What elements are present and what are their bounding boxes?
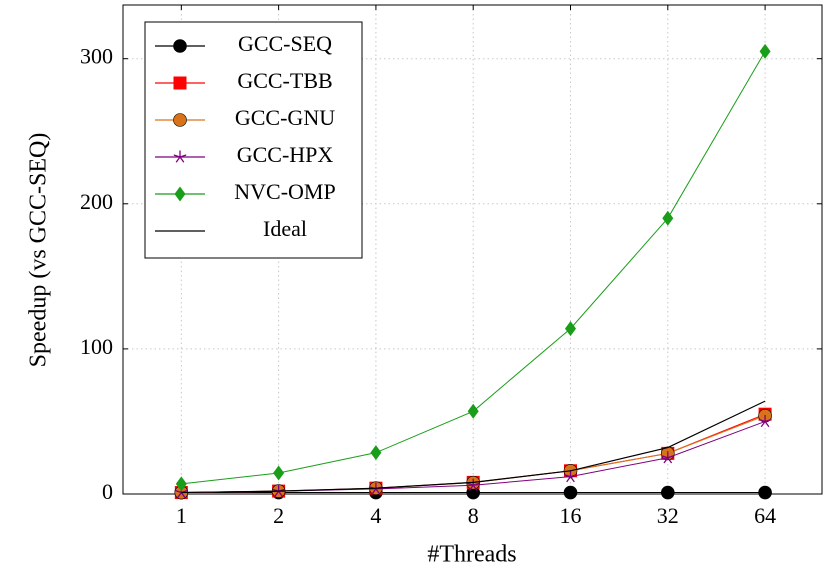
x-tick-label: 2 — [273, 503, 284, 528]
marker — [564, 321, 576, 337]
x-tick-label: 1 — [176, 503, 187, 528]
legend-box — [144, 21, 363, 259]
legend-label: Ideal — [263, 216, 307, 241]
marker — [273, 465, 285, 481]
marker — [175, 476, 187, 492]
marker — [662, 210, 674, 226]
marker — [173, 39, 187, 53]
x-tick-label: 32 — [657, 503, 679, 528]
y-axis-title: Speedup (vs GCC-SEQ) — [26, 133, 52, 368]
legend-label: GCC-HPX — [237, 142, 334, 167]
marker — [467, 403, 479, 419]
y-tick-label: 300 — [80, 44, 113, 69]
legend-label: NVC-OMP — [234, 179, 335, 204]
marker — [173, 76, 187, 90]
x-tick-label: 64 — [754, 503, 776, 528]
marker — [173, 113, 187, 127]
y-tick-label: 200 — [80, 189, 113, 214]
y-tick-label: 100 — [80, 334, 113, 359]
marker — [370, 445, 382, 461]
marker — [564, 470, 577, 483]
marker — [759, 43, 771, 59]
x-tick-label: 8 — [468, 503, 479, 528]
x-axis-title: #Threads — [427, 542, 516, 568]
marker — [174, 186, 186, 202]
y-tick-label: 0 — [102, 479, 113, 504]
legend-label: GCC-TBB — [237, 68, 332, 93]
marker — [661, 451, 675, 464]
legend-label: GCC-SEQ — [238, 31, 332, 56]
marker — [563, 485, 578, 500]
series-line — [181, 400, 766, 494]
x-tick-label: 16 — [559, 503, 581, 528]
x-tick-label: 4 — [370, 503, 381, 528]
marker — [758, 485, 772, 500]
marker — [272, 484, 286, 497]
marker — [758, 414, 772, 428]
marker — [660, 485, 675, 500]
marker — [173, 150, 187, 163]
legend-label: GCC-GNU — [235, 105, 335, 130]
